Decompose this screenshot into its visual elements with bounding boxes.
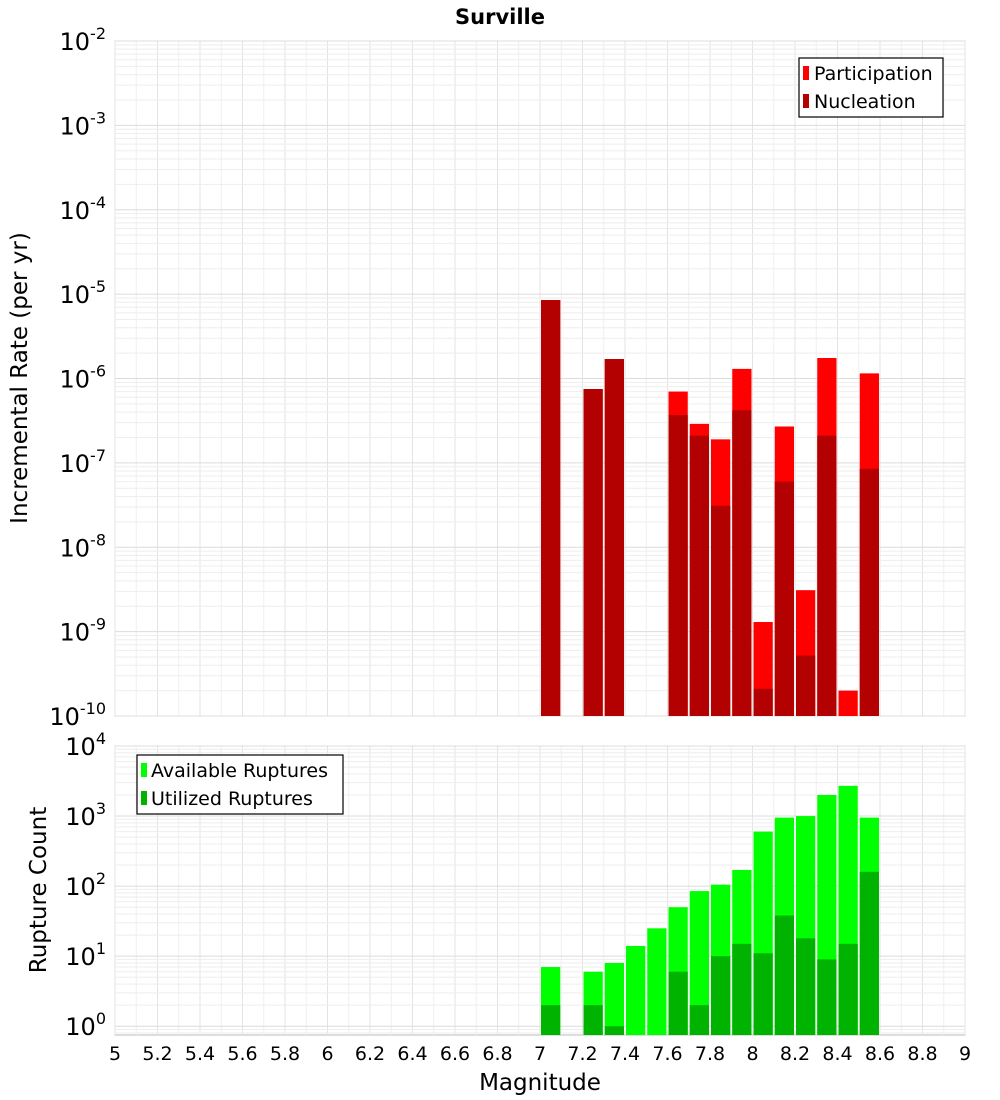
legend-label-participation: Participation [814, 63, 933, 85]
x-tick-label: 7 [534, 1043, 546, 1065]
x-tick-labels: 5 5.2 5.4 5.6 5.8 6 6.2 6.4 6.6 6.8 7 7.2 7.4 7.6 7.8 8… [109, 1043, 971, 1065]
bottom-y-axis-label: Rupture Count [26, 807, 52, 973]
top-bar-series2 [817, 435, 837, 716]
top-y-tick-labels: 10-2 10-3 10-4 10-5 10-6 10-7 10-8 10-9 10-10 [49, 24, 106, 731]
x-tick-label: 9 [959, 1043, 971, 1065]
x-tick-label: 5.6 [227, 1043, 257, 1065]
x-tick-label: 5.2 [142, 1043, 172, 1065]
x-tick-label: 8.6 [865, 1043, 895, 1065]
x-tick-label: 8 [746, 1043, 758, 1065]
x-tick-label: 6 [321, 1043, 333, 1065]
top-y-axis-label: Incremental Rate (per yr) [7, 232, 33, 524]
top-gridlines [114, 40, 966, 717]
top-plot: 10-2 10-3 10-4 10-5 10-6 10-7 10-8 10-9 10-10 In… [7, 24, 966, 731]
bottom-bar-series2 [859, 871, 879, 1035]
top-bar-series1 [838, 690, 858, 716]
bottom-bar-series2 [796, 938, 816, 1035]
top-y-tick-label: 10-10 [49, 699, 106, 731]
bottom-bar-series1 [604, 962, 624, 1035]
x-tick-label: 8.2 [780, 1043, 810, 1065]
x-tick-label: 6.6 [440, 1043, 470, 1065]
bottom-y-tick-label: 104 [65, 729, 106, 761]
top-bar-series2 [541, 300, 561, 716]
bottom-y-tick-label: 100 [65, 1009, 106, 1041]
x-tick-label: 7.2 [567, 1043, 597, 1065]
top-y-tick-label: 10-9 [60, 615, 107, 647]
top-y-tick-label: 10-6 [60, 362, 107, 394]
legend-swatch-utilized [141, 791, 147, 805]
x-tick-label: 7.8 [695, 1043, 725, 1065]
top-y-tick-label: 10-2 [60, 24, 107, 56]
bottom-bars [541, 785, 879, 1035]
legend-label-available: Available Ruptures [151, 760, 328, 782]
x-tick-label: 7.6 [652, 1043, 682, 1065]
bottom-legend-box [136, 754, 344, 815]
x-tick-label: 5.4 [185, 1043, 215, 1065]
x-tick-label: 8.8 [907, 1043, 937, 1065]
bottom-y-tick-label: 101 [65, 939, 106, 971]
top-y-tick-label: 10-7 [60, 446, 107, 478]
top-bar-series2 [753, 688, 773, 716]
x-tick-label: 6.4 [397, 1043, 427, 1065]
legend-swatch-nucleation [803, 94, 809, 108]
top-bar-series2 [859, 468, 879, 716]
top-bar-series2 [604, 359, 624, 716]
bottom-bar-series2 [583, 1005, 603, 1035]
bottom-bar-series2 [604, 1026, 624, 1035]
bottom-y-tick-labels: 104 103 102 101 100 [65, 729, 106, 1041]
bottom-bar-series2 [753, 953, 773, 1035]
bottom-y-tick-label: 102 [65, 869, 106, 901]
x-tick-label: 6.2 [355, 1043, 385, 1065]
bottom-bar-series2 [732, 943, 752, 1035]
bottom-bar-series2 [668, 971, 688, 1035]
bottom-plot: 104 103 102 101 100 5 5.2 5.4 5.6 5.8 6 6.2 6.4 6.6 6… [26, 729, 971, 1096]
top-bars [541, 300, 879, 716]
bottom-y-tick-label: 103 [65, 799, 106, 831]
legend-label-utilized: Utilized Ruptures [151, 788, 313, 810]
chart-title: Surville [455, 5, 545, 29]
top-legend: Participation Nucleation [798, 57, 944, 118]
bottom-bar-series2 [689, 1005, 709, 1035]
bottom-bar-series2 [774, 915, 794, 1035]
x-axis-label: Magnitude [479, 1070, 601, 1096]
top-y-tick-label: 10-8 [60, 530, 107, 562]
legend-swatch-available [141, 763, 147, 777]
top-y-tick-label: 10-5 [60, 277, 107, 309]
legend-swatch-participation [803, 66, 809, 80]
bottom-bar-series2 [817, 959, 837, 1035]
bottom-bar-series2 [541, 1005, 561, 1035]
bottom-bar-series2 [711, 956, 731, 1035]
top-legend-box [798, 57, 944, 118]
bottom-legend: Available Ruptures Utilized Ruptures [136, 754, 344, 815]
x-tick-label: 5 [109, 1043, 121, 1065]
top-y-tick-label: 10-3 [60, 108, 107, 140]
top-bar-series2 [732, 410, 752, 716]
bottom-bar-series1 [626, 945, 646, 1035]
x-tick-label: 5.8 [270, 1043, 300, 1065]
bottom-bar-series1 [647, 928, 667, 1035]
top-bar-series2 [796, 655, 816, 716]
top-bar-series2 [711, 505, 731, 716]
bottom-bar-series1 [689, 891, 709, 1035]
x-tick-label: 7.4 [610, 1043, 640, 1065]
top-bar-series2 [689, 435, 709, 716]
legend-label-nucleation: Nucleation [814, 91, 916, 113]
x-tick-label: 6.8 [482, 1043, 512, 1065]
top-y-tick-label: 10-4 [60, 193, 107, 225]
top-bar-series2 [583, 389, 603, 716]
x-tick-label: 8.4 [822, 1043, 852, 1065]
top-bar-series2 [774, 481, 794, 716]
top-bar-series2 [668, 414, 688, 716]
bottom-bar-series2 [838, 943, 858, 1035]
